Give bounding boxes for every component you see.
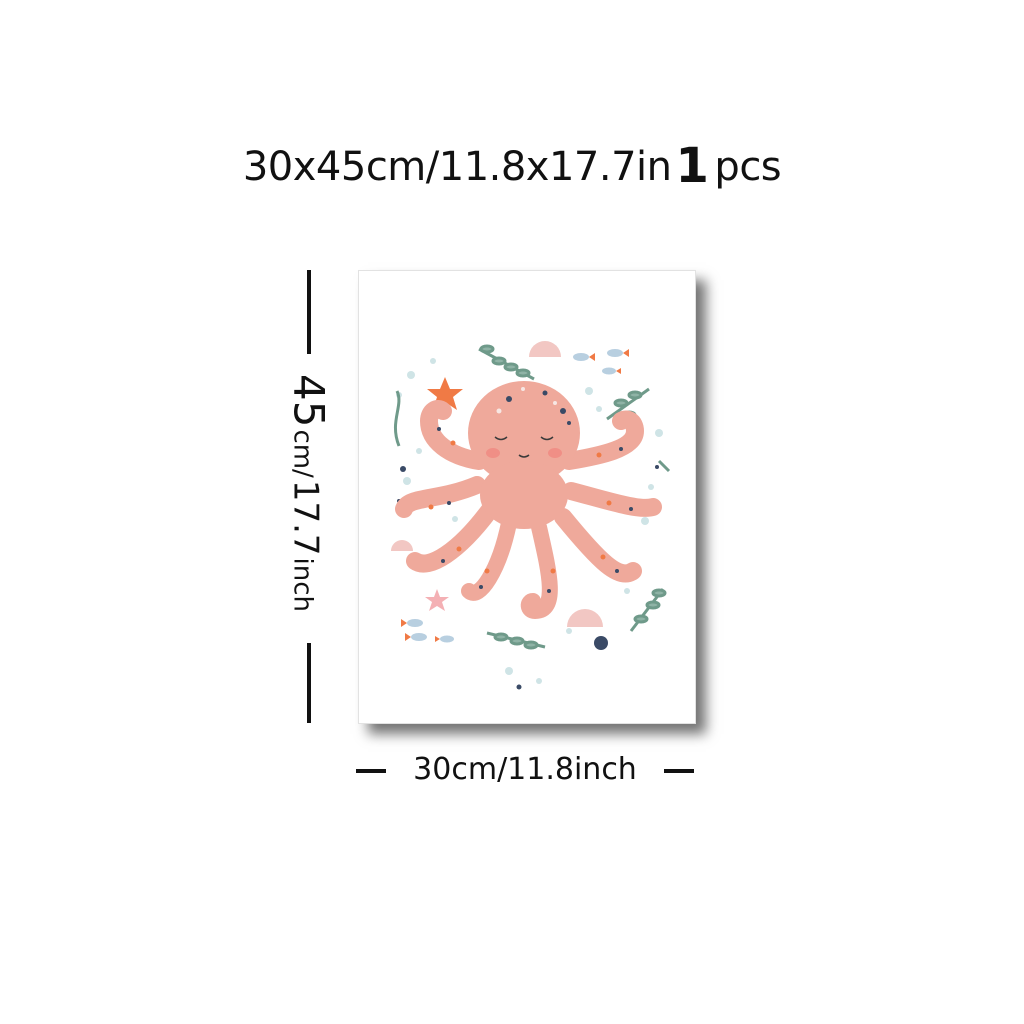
height-cm-unit: cm/ <box>287 429 318 478</box>
size-text: 30x45cm/11.8x17.7in <box>242 144 672 190</box>
height-inch-value: 17.7 <box>285 479 326 556</box>
height-dimension-line-bottom <box>307 643 311 723</box>
bubbles-decoration <box>396 358 663 684</box>
width-dimension-line-left <box>356 769 386 773</box>
width-dimension-label: 30cm/11.8inch <box>413 752 637 787</box>
seaweed-decoration <box>394 344 671 650</box>
octopus-illustration <box>391 341 671 690</box>
height-dimension-line-top <box>307 270 311 354</box>
height-cm-value: 45 <box>284 373 334 428</box>
fish-decoration <box>401 349 629 643</box>
quantity-text: 1 <box>675 138 709 194</box>
octopus-tentacles <box>395 400 662 620</box>
height-inch-unit: inch <box>287 557 318 613</box>
unit-text: pcs <box>714 144 782 190</box>
octopus-spots <box>428 387 633 593</box>
product-size-title: 30x45cm/11.8x17.7in1 pcs <box>0 138 1024 194</box>
octopus-face <box>486 436 562 458</box>
width-dimension-line-right <box>664 769 694 773</box>
poster-print <box>358 270 696 724</box>
shell-decoration <box>391 341 603 627</box>
octopus-head <box>468 381 580 485</box>
